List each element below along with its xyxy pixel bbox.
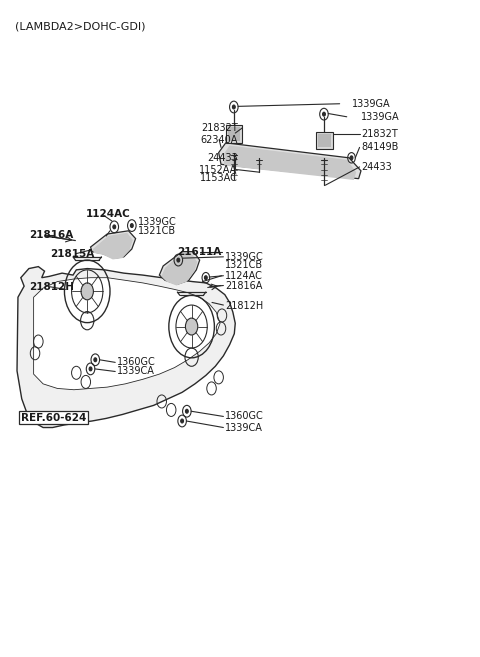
Text: 21812H: 21812H	[225, 301, 263, 311]
Polygon shape	[17, 267, 235, 428]
Polygon shape	[316, 132, 333, 149]
Text: 62340A: 62340A	[200, 135, 238, 145]
Text: 21832T: 21832T	[201, 123, 238, 133]
Text: 1321CB: 1321CB	[225, 260, 263, 270]
Polygon shape	[161, 254, 197, 286]
Circle shape	[180, 419, 183, 423]
Text: 1339CA: 1339CA	[225, 422, 263, 432]
Circle shape	[94, 358, 96, 362]
Text: 1339GC: 1339GC	[225, 252, 264, 262]
Text: 21832T: 21832T	[361, 129, 398, 139]
Text: 24433: 24433	[361, 162, 392, 172]
Text: 1152AA: 1152AA	[199, 164, 238, 175]
Polygon shape	[91, 231, 136, 258]
Polygon shape	[226, 125, 242, 143]
Polygon shape	[223, 145, 356, 180]
Circle shape	[204, 276, 207, 280]
Text: 1339GC: 1339GC	[138, 217, 177, 227]
Text: 21816A: 21816A	[29, 231, 73, 240]
Circle shape	[323, 112, 325, 116]
Text: 21816A: 21816A	[225, 281, 262, 290]
Text: 21815A: 21815A	[50, 248, 95, 259]
Circle shape	[89, 367, 92, 371]
Polygon shape	[34, 278, 220, 390]
Text: 1321CB: 1321CB	[138, 226, 176, 236]
Polygon shape	[228, 127, 240, 141]
Text: 21611A: 21611A	[178, 246, 222, 257]
Polygon shape	[318, 134, 331, 147]
Polygon shape	[219, 143, 361, 179]
Circle shape	[232, 105, 235, 109]
Text: 1339GA: 1339GA	[351, 99, 390, 109]
Circle shape	[81, 283, 94, 300]
Text: 84149B: 84149B	[361, 143, 398, 152]
Text: 1153AC: 1153AC	[200, 173, 238, 183]
Text: 24433: 24433	[207, 153, 238, 163]
Text: REF.60-624: REF.60-624	[21, 413, 86, 422]
Circle shape	[177, 258, 180, 262]
Text: (LAMBDA2>DOHC-GDI): (LAMBDA2>DOHC-GDI)	[14, 21, 145, 31]
Text: 1124AC: 1124AC	[86, 210, 131, 219]
Text: 1339CA: 1339CA	[117, 367, 155, 376]
Text: 21812H: 21812H	[29, 282, 74, 292]
Circle shape	[185, 409, 188, 413]
Text: 1360GC: 1360GC	[225, 411, 264, 421]
Text: 1124AC: 1124AC	[225, 271, 263, 281]
Circle shape	[113, 225, 116, 229]
Circle shape	[350, 156, 353, 160]
Circle shape	[185, 318, 198, 335]
Polygon shape	[159, 252, 200, 284]
Circle shape	[131, 223, 133, 227]
Polygon shape	[93, 233, 133, 260]
Text: 1339GA: 1339GA	[361, 112, 400, 122]
Text: 1360GC: 1360GC	[117, 357, 156, 367]
